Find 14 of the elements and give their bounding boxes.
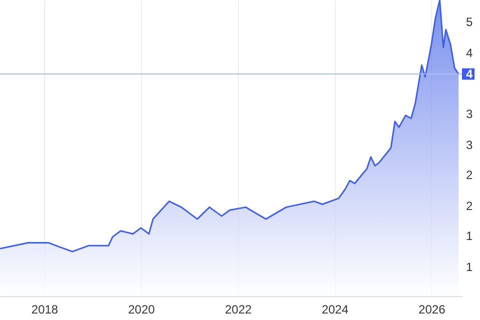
annotation: 4: [466, 67, 473, 81]
x-tick-label: 2018: [31, 302, 58, 316]
text: 2: [466, 198, 473, 213]
x-tick-label: 2026: [418, 302, 446, 316]
text: 2: [466, 168, 473, 182]
text: 3: [466, 138, 473, 152]
x-tick-label: 2024: [322, 302, 349, 316]
text: 1: [466, 229, 473, 244]
text: 1: [466, 260, 473, 274]
x-tick-label: 2020: [128, 302, 156, 316]
text: 4: [466, 46, 473, 60]
text: 3: [466, 106, 473, 121]
text: 5: [466, 15, 473, 29]
x-tick-label: 2022: [224, 302, 252, 316]
